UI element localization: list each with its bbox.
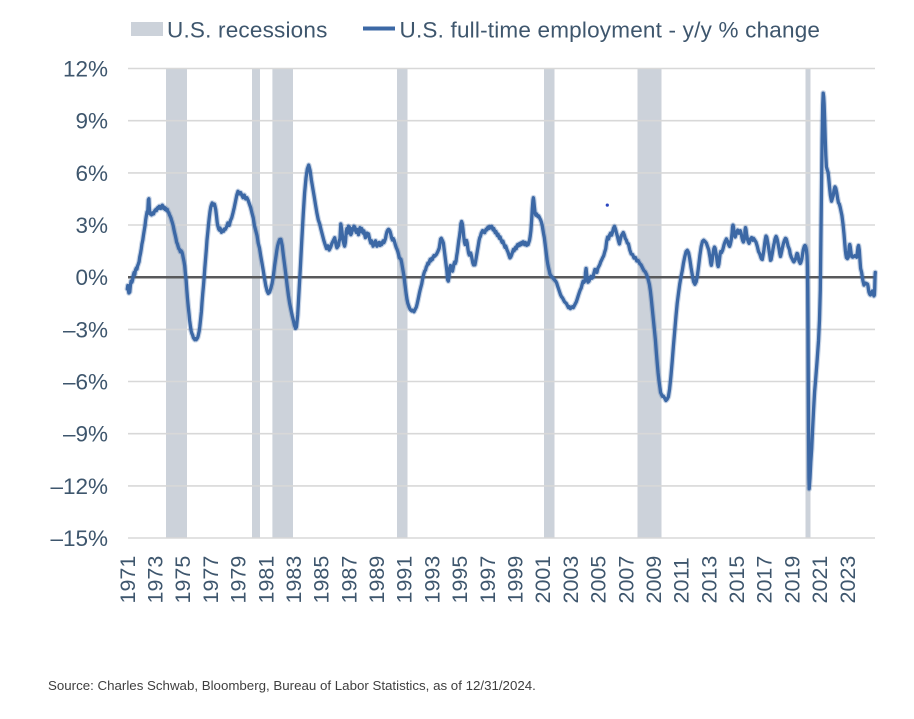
svg-text:U.S. full-time employment - y/: U.S. full-time employment - y/y % change [400, 18, 821, 43]
svg-text:U.S. recessions: U.S. recessions [167, 18, 328, 43]
svg-text:1989: 1989 [365, 556, 389, 604]
svg-text:1977: 1977 [199, 556, 223, 604]
svg-text:1995: 1995 [448, 556, 472, 604]
svg-text:2023: 2023 [836, 556, 860, 604]
svg-text:1993: 1993 [420, 556, 444, 604]
svg-text:6%: 6% [75, 161, 108, 186]
svg-text:9%: 9% [75, 109, 108, 134]
svg-text:1971: 1971 [116, 556, 140, 604]
svg-text:1975: 1975 [171, 556, 195, 604]
svg-text:2015: 2015 [725, 556, 749, 604]
svg-text:2017: 2017 [753, 556, 777, 604]
svg-text:2011: 2011 [670, 557, 694, 603]
svg-text:1987: 1987 [337, 556, 361, 604]
svg-text:0%: 0% [75, 265, 108, 290]
svg-text:1997: 1997 [476, 556, 500, 604]
svg-text:–9%: –9% [63, 422, 108, 447]
svg-text:2007: 2007 [614, 556, 638, 604]
svg-text:1985: 1985 [310, 556, 334, 604]
svg-text:2021: 2021 [808, 556, 832, 604]
svg-text:2005: 2005 [587, 556, 611, 604]
svg-text:1991: 1991 [393, 556, 417, 604]
svg-text:2009: 2009 [642, 556, 666, 604]
svg-text:1999: 1999 [504, 556, 528, 604]
svg-text:1979: 1979 [227, 556, 251, 604]
svg-text:2003: 2003 [559, 556, 583, 604]
svg-text:2019: 2019 [780, 556, 804, 604]
svg-text:–15%: –15% [50, 526, 108, 551]
svg-text:Source: Charles Schwab, Bloomb: Source: Charles Schwab, Bloomberg, Burea… [48, 678, 536, 693]
svg-text:1973: 1973 [144, 556, 168, 604]
svg-text:–6%: –6% [63, 370, 108, 395]
svg-text:1983: 1983 [282, 556, 306, 604]
svg-text:2001: 2001 [531, 556, 555, 604]
svg-text:–3%: –3% [63, 317, 108, 342]
svg-text:3%: 3% [75, 213, 108, 238]
svg-text:1981: 1981 [254, 556, 278, 604]
svg-text:–12%: –12% [50, 474, 108, 499]
svg-text:12%: 12% [63, 57, 108, 82]
svg-text:2013: 2013 [697, 556, 721, 604]
